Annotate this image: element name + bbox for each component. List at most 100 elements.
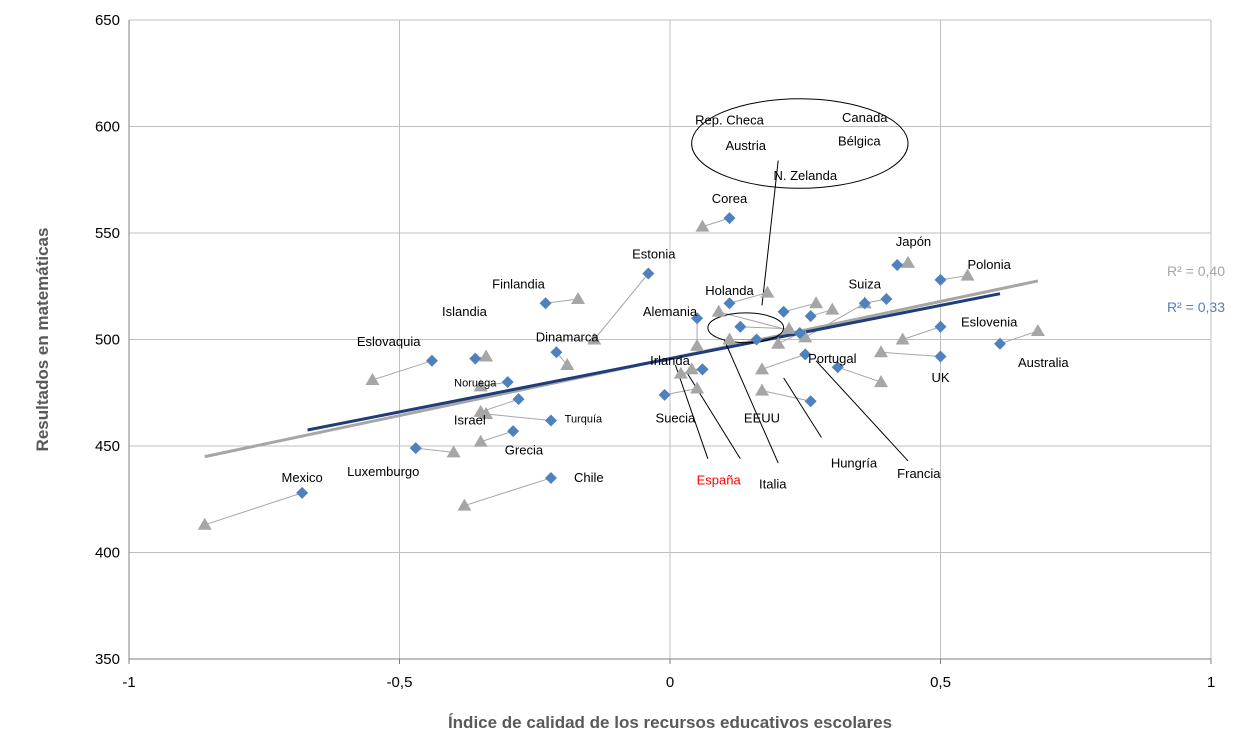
grey-triangle-marker (809, 296, 824, 309)
y-tick-label: 650 (95, 12, 120, 29)
blue-diamond-marker (658, 388, 671, 401)
grid-layer (128, 19, 1212, 660)
y-tick-label: 350 (95, 651, 120, 668)
pair-connector-line (664, 387, 698, 396)
grey-triangle-marker (690, 338, 705, 351)
blue-diamond-marker (723, 212, 736, 225)
pair-connector-line (999, 330, 1039, 345)
blue-diamond-marker (642, 267, 655, 280)
blue-diamond-marker (501, 376, 514, 389)
pair-connector-line (415, 447, 454, 453)
country-label: Portugal (808, 351, 857, 366)
grey-triangle-marker (695, 219, 710, 232)
grey-triangle-marker (457, 498, 472, 511)
pair-connector-line (902, 326, 941, 340)
pair-connector-line (480, 430, 514, 443)
blue-diamond-marker (512, 393, 525, 406)
grey-triangle-marker (479, 349, 494, 362)
blue-diamond-marker (804, 395, 817, 408)
axis-layer: 350 400 450 500 550 600 650 -1 -0,5 0 0,5 1 Índice d… (33, 12, 1215, 732)
country-label: Corea (712, 191, 748, 206)
country-label: Eslovenia (961, 315, 1018, 330)
grey-triangle-marker (571, 292, 586, 305)
country-label: Estonia (632, 247, 676, 262)
annotation-layer (674, 98, 909, 464)
pair-connector-line (372, 360, 433, 381)
country-label: Irlanda (650, 353, 691, 368)
grey-triangle-marker (587, 332, 602, 345)
r2-label-grey: R² = 0,40 (1167, 263, 1225, 279)
blue-diamond-marker (994, 337, 1007, 350)
x-tick-label: -0,5 (387, 674, 413, 691)
country-label: Suecia (656, 411, 697, 426)
grey-triangle-marker (895, 332, 910, 345)
country-label: EEUU (744, 411, 780, 426)
pair-connector-line (545, 298, 579, 304)
annotation-leader-line (723, 339, 779, 464)
grey-triangle-marker (722, 332, 737, 345)
grey-triangle-marker (782, 321, 797, 334)
marker-layer (197, 212, 1045, 530)
grey-triangle-marker (684, 362, 699, 375)
blue-diamond-marker (934, 273, 947, 286)
grey-triangle-marker (446, 445, 461, 458)
pair-connector-line (837, 366, 882, 383)
y-tick-label: 600 (95, 119, 120, 136)
blue-diamond-marker (804, 310, 817, 323)
y-tick-label: 400 (95, 545, 120, 562)
pair-connector-line (204, 492, 303, 526)
country-label: Suiza (848, 276, 881, 291)
x-tick-label: 0,5 (930, 674, 951, 691)
label-layer: R² = 0,40 R² = 0,33 Mexico Chile Luxemburgo G… (282, 110, 1226, 491)
grey-triangle-marker (560, 358, 575, 371)
pair-connector-line (761, 353, 806, 370)
blue-diamond-marker (539, 297, 552, 310)
pair-connector-line (593, 273, 649, 340)
pair-connector-line (761, 390, 811, 402)
r2-label-blue: R² = 0,33 (1167, 299, 1225, 315)
blue-diamond-marker (858, 297, 871, 310)
country-label: Rep. Checa (695, 112, 764, 127)
country-label: Hungría (831, 455, 878, 470)
annotation-ellipse (691, 98, 909, 189)
grey-triangle-marker (798, 330, 813, 343)
annotation-leader-line (815, 360, 909, 462)
country-label: Finlandia (492, 276, 546, 291)
blue-diamond-marker (544, 414, 557, 427)
blue-diamond-marker (425, 354, 438, 367)
grey-triangle-marker (760, 285, 775, 298)
blue-diamond-marker (793, 327, 806, 340)
grey-triangle-marker (771, 336, 786, 349)
trendline-layer (204, 279, 1039, 459)
country-label: España (697, 472, 742, 487)
grey-triangle-marker (825, 302, 840, 315)
blue-diamond-marker (734, 320, 747, 333)
country-label: Eslovaquia (357, 334, 421, 349)
blue-diamond-marker (831, 361, 844, 374)
country-label: UK (931, 370, 949, 385)
grey-triangle-marker (1030, 323, 1045, 336)
blue-diamond-marker (750, 333, 763, 346)
blue-diamond-marker (544, 471, 557, 484)
blue-diamond-marker (469, 352, 482, 365)
grey-triangle-marker (365, 372, 380, 385)
blue-diamond-marker (799, 348, 812, 361)
grey-triangle-marker (473, 434, 488, 447)
pair-connector-line (729, 292, 768, 304)
grey-triangle-marker (690, 381, 705, 394)
country-label: Chile (574, 470, 604, 485)
grey-triangle-marker (960, 268, 975, 281)
country-label: Australia (1018, 355, 1069, 370)
x-axis-title: Índice de calidad de los recursos educat… (448, 713, 892, 732)
x-tick-label: 0 (666, 674, 674, 691)
annotation-leader-line (761, 160, 779, 306)
grey-triangle-marker (197, 517, 212, 530)
country-label: Noruega (454, 377, 497, 389)
blue-diamond-marker (696, 363, 709, 376)
country-label: Dinamarca (536, 330, 600, 345)
country-label: Austria (726, 138, 767, 153)
y-tick-label: 450 (95, 438, 120, 455)
blue-diamond-marker (777, 305, 790, 318)
